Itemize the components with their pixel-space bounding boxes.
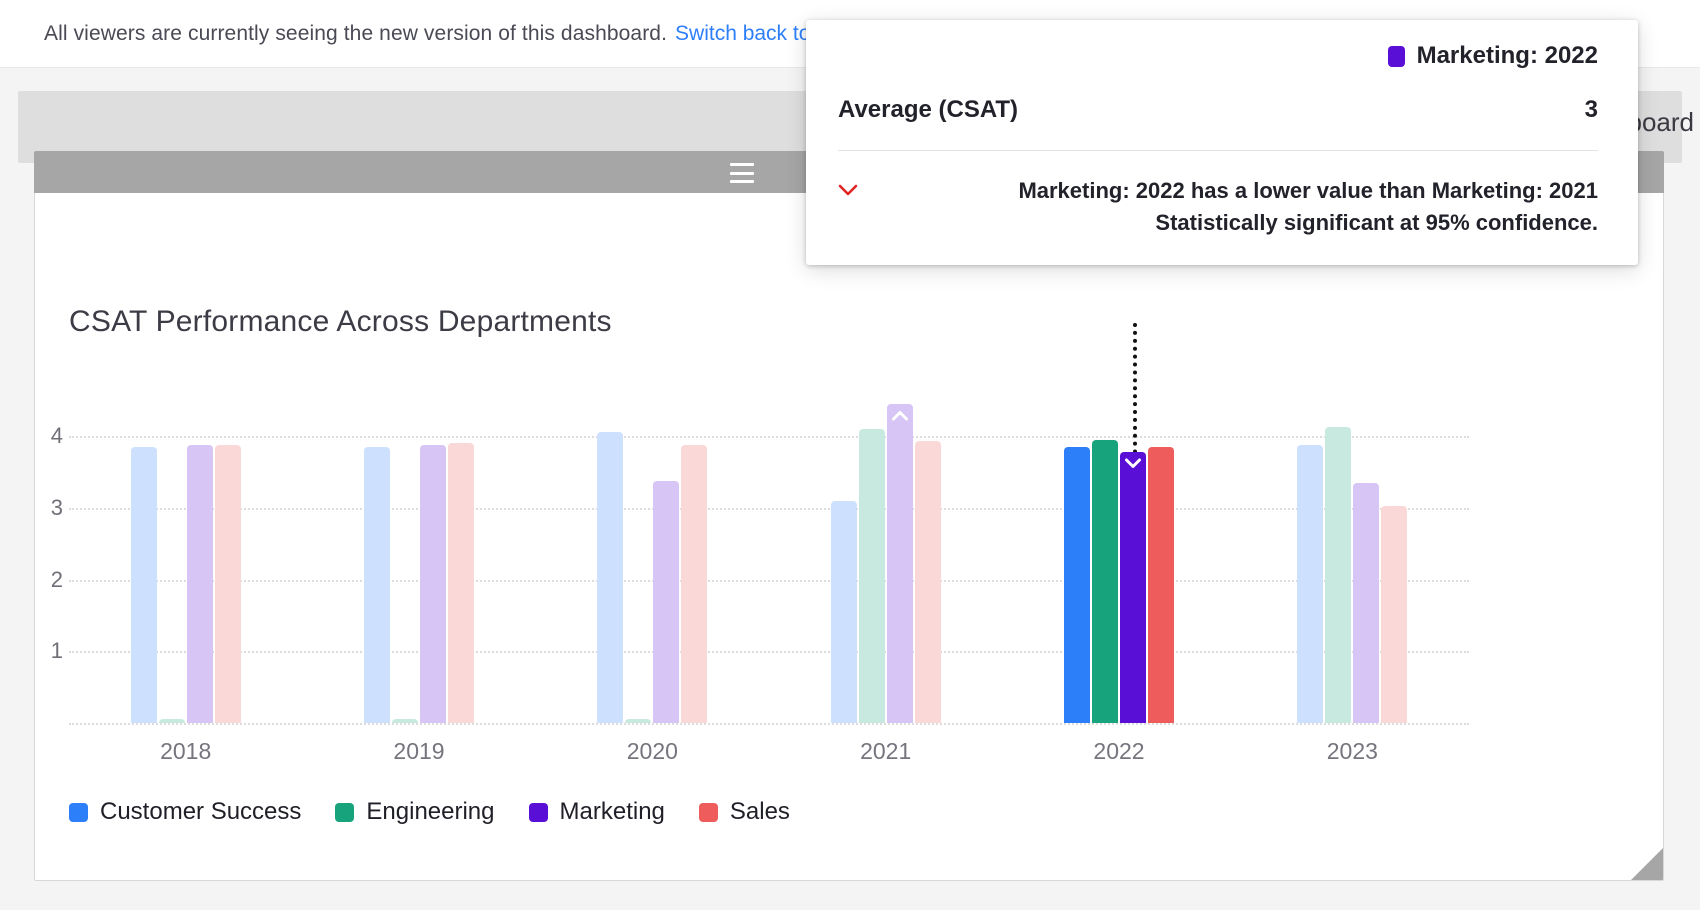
bar-group	[1236, 393, 1469, 723]
legend-label: Marketing	[559, 798, 665, 825]
gridline	[69, 436, 1469, 439]
bar[interactable]	[830, 500, 857, 723]
bar[interactable]	[447, 443, 474, 723]
chevron-up-icon	[891, 410, 908, 421]
x-axis-tick-label: 2021	[860, 738, 912, 764]
bar[interactable]	[214, 444, 241, 723]
chevron-down-icon	[838, 184, 858, 197]
bar[interactable]	[1381, 506, 1408, 723]
bar[interactable]	[1147, 446, 1174, 723]
edge-label-fragment: board	[1627, 107, 1695, 137]
y-axis-tick-label: 4	[50, 423, 63, 449]
bar[interactable]	[914, 441, 941, 723]
tooltip-metric-row: Average (CSAT) 3	[838, 82, 1598, 150]
bar-group	[302, 393, 535, 723]
bar[interactable]	[1297, 444, 1324, 723]
resize-handle[interactable]	[1631, 848, 1663, 880]
legend-swatch	[528, 802, 548, 822]
legend-item[interactable]: Sales	[698, 798, 790, 826]
legend-label: Sales	[729, 798, 790, 825]
gridline	[69, 579, 1469, 582]
bar[interactable]	[1119, 451, 1146, 723]
x-axis-ticks: 2018 2019 2020 2021 2022 2023	[69, 738, 1469, 778]
chart-title: CSAT Performance Across Departments	[69, 305, 612, 338]
bar[interactable]	[597, 432, 624, 723]
x-axis-tick-label: 2022	[1093, 738, 1145, 764]
bar[interactable]	[653, 480, 680, 723]
bar[interactable]	[1325, 427, 1352, 723]
bar[interactable]	[186, 444, 213, 723]
hamburger-icon[interactable]	[730, 163, 754, 183]
plot-area: 1 2 3 4	[51, 323, 1469, 725]
axis-baseline	[69, 723, 1469, 725]
tooltip-series-label: Marketing: 2022	[1416, 42, 1598, 69]
y-axis-tick-label: 2	[50, 566, 63, 592]
legend-item[interactable]: Customer Success	[69, 798, 301, 826]
tooltip-insight-line-1: Marketing: 2022 has a lower value than M…	[1018, 178, 1598, 203]
bar-group	[536, 393, 769, 723]
bar[interactable]	[1353, 482, 1380, 723]
legend-swatch	[69, 802, 88, 822]
tooltip-series-swatch	[1387, 45, 1405, 67]
tooltip-header: Marketing: 2022	[838, 42, 1598, 82]
legend-swatch	[335, 802, 355, 822]
tooltip-metric-label: Average (CSAT)	[838, 96, 1019, 123]
legend-swatch	[698, 802, 718, 822]
bar[interactable]	[391, 718, 418, 723]
bar[interactable]	[886, 403, 913, 723]
tooltip-insight: Marketing: 2022 has a lower value than M…	[838, 151, 1598, 239]
x-axis-tick-label: 2023	[1326, 738, 1378, 764]
legend-item[interactable]: Marketing	[528, 798, 665, 826]
chart-card: CSAT Performance Across Departments 1 2 3 4…	[34, 193, 1664, 881]
bar[interactable]	[1091, 439, 1118, 723]
legend-item[interactable]: Engineering	[335, 798, 495, 826]
bar[interactable]	[625, 718, 652, 723]
bar[interactable]	[1063, 446, 1090, 723]
chart-legend: Customer Success Engineering Marketing Sale…	[69, 798, 790, 826]
bar-group	[1002, 393, 1235, 723]
bar[interactable]	[858, 428, 885, 723]
bar[interactable]	[363, 446, 390, 723]
bar[interactable]	[158, 718, 185, 723]
gridline	[69, 651, 1469, 654]
tooltip-divider	[838, 150, 1598, 151]
legend-label: Customer Success	[100, 798, 302, 825]
x-axis-tick-label: 2020	[626, 738, 678, 764]
banner-message: All viewers are currently seeing the new…	[44, 21, 668, 45]
chart-tooltip: Marketing: 2022 Average (CSAT) 3 Marketi…	[806, 20, 1638, 265]
gridline	[69, 507, 1469, 510]
bar[interactable]	[130, 446, 157, 723]
chevron-down-icon	[1124, 458, 1141, 469]
tooltip-metric-value: 3	[1584, 96, 1598, 123]
tooltip-insight-line-2: Statistically significant at 95% confide…	[1155, 209, 1598, 235]
y-axis-tick-label: 1	[50, 638, 63, 664]
bar-group	[769, 393, 1002, 723]
bars-layer	[69, 323, 1469, 723]
y-axis-tick-label: 3	[50, 494, 63, 520]
bar[interactable]	[419, 444, 446, 723]
x-axis-tick-label: 2019	[393, 738, 445, 764]
x-axis-tick-label: 2018	[160, 738, 212, 764]
legend-label: Engineering	[366, 798, 495, 825]
bar[interactable]	[681, 444, 708, 723]
bar-group	[69, 393, 302, 723]
